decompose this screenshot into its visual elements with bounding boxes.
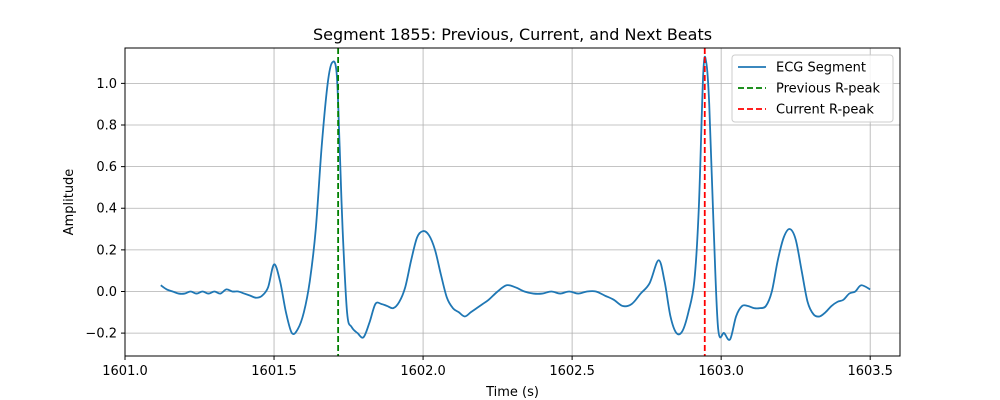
plot-area xyxy=(160,48,871,356)
y-tick-label: 0.8 xyxy=(96,119,117,134)
legend: ECG Segment Previous R-peak Current R-peak xyxy=(731,54,894,123)
y-tick-label: −0.2 xyxy=(85,327,117,342)
x-tick-label: 1603.0 xyxy=(698,364,744,379)
grid xyxy=(124,48,900,356)
legend-label: Previous R-peak xyxy=(776,82,880,97)
y-tick-label: 0.0 xyxy=(96,285,117,300)
ecg-segment-line xyxy=(160,55,871,341)
legend-box xyxy=(731,54,894,123)
plot-frame xyxy=(124,47,901,357)
y-axis-title: Amplitude xyxy=(62,169,77,236)
y-tick-label: 0.2 xyxy=(96,243,117,258)
y-tick-label: 0.4 xyxy=(96,202,117,217)
axis-ticks: 1601.0 1601.5 1602.0 1602.5 1603.0 1603.5 −0.2… xyxy=(85,77,893,379)
x-tick-label: 1601.0 xyxy=(102,364,148,379)
y-tick-label: 0.6 xyxy=(96,160,117,175)
x-tick-label: 1601.5 xyxy=(251,364,297,379)
legend-label: Current R-peak xyxy=(776,103,874,118)
x-tick-label: 1602.5 xyxy=(549,364,595,379)
legend-label: ECG Segment xyxy=(776,61,866,76)
chart-title: Segment 1855: Previous, Current, and Nex… xyxy=(313,25,712,44)
x-axis-title: Time (s) xyxy=(485,385,539,400)
y-tick-label: 1.0 xyxy=(96,77,117,92)
x-tick-label: 1602.0 xyxy=(400,364,446,379)
x-tick-label: 1603.5 xyxy=(847,364,893,379)
